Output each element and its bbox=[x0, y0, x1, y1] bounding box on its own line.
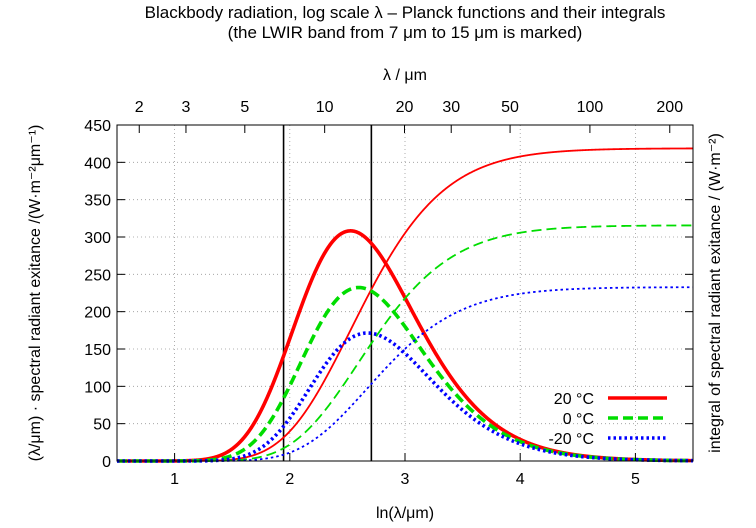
x2-axis-label: λ / μm bbox=[383, 67, 427, 84]
series-2-spectral-curve bbox=[117, 285, 694, 463]
x2-tick-label-30: 30 bbox=[442, 99, 460, 116]
x2-tick-label-50: 50 bbox=[501, 99, 519, 116]
y-tick-label-200: 200 bbox=[84, 305, 111, 322]
y-tick-label-0: 0 bbox=[102, 454, 111, 471]
y-tick-label-350: 350 bbox=[84, 193, 111, 210]
x-tick-label-3: 3 bbox=[401, 471, 410, 488]
y-tick-label-100: 100 bbox=[84, 379, 111, 396]
legend: 20 °C 0 °C -20 °C bbox=[548, 391, 667, 448]
series-3-legend-label: -20 °C bbox=[548, 431, 594, 448]
y-tick-label-150: 150 bbox=[84, 342, 111, 359]
y-tick-label-300: 300 bbox=[84, 230, 111, 247]
curves bbox=[117, 147, 694, 463]
x2-tick-label-2: 2 bbox=[135, 99, 144, 116]
x2-tick-label-10: 10 bbox=[316, 99, 334, 116]
series-1-integral-curve bbox=[117, 147, 693, 462]
x2-tick-label-3: 3 bbox=[182, 99, 191, 116]
x2-tick-label-5: 5 bbox=[240, 99, 249, 116]
y-axis-label: (λ/μm) · spectral radiant exitance /(W·m… bbox=[27, 125, 44, 462]
chart-title: Blackbody radiation, log scale λ – Planc… bbox=[145, 3, 666, 22]
x2-tick-label-100: 100 bbox=[577, 99, 604, 116]
series-2-legend-label: 0 °C bbox=[563, 411, 594, 428]
series-1-legend-label: 20 °C bbox=[554, 391, 594, 408]
x-axis-label: ln(λ/μm) bbox=[376, 505, 434, 522]
chart-subtitle: (the LWIR band from 7 μm to 15 μm is mar… bbox=[228, 23, 583, 42]
x-tick-label-5: 5 bbox=[631, 471, 640, 488]
x2-tick-label-20: 20 bbox=[396, 99, 414, 116]
y2-axis-label: integral of spectral radiant exitance / … bbox=[707, 133, 724, 453]
y-tick-label-50: 50 bbox=[93, 417, 111, 434]
x-tick-label-4: 4 bbox=[516, 471, 525, 488]
y-tick-label-450: 450 bbox=[84, 118, 111, 135]
y-tick-label-250: 250 bbox=[84, 267, 111, 284]
y-tick-label-400: 400 bbox=[84, 155, 111, 172]
x2-tick-label-200: 200 bbox=[656, 99, 683, 116]
grid bbox=[117, 125, 693, 461]
x-tick-label-2: 2 bbox=[285, 471, 294, 488]
x-tick-label-1: 1 bbox=[170, 471, 179, 488]
